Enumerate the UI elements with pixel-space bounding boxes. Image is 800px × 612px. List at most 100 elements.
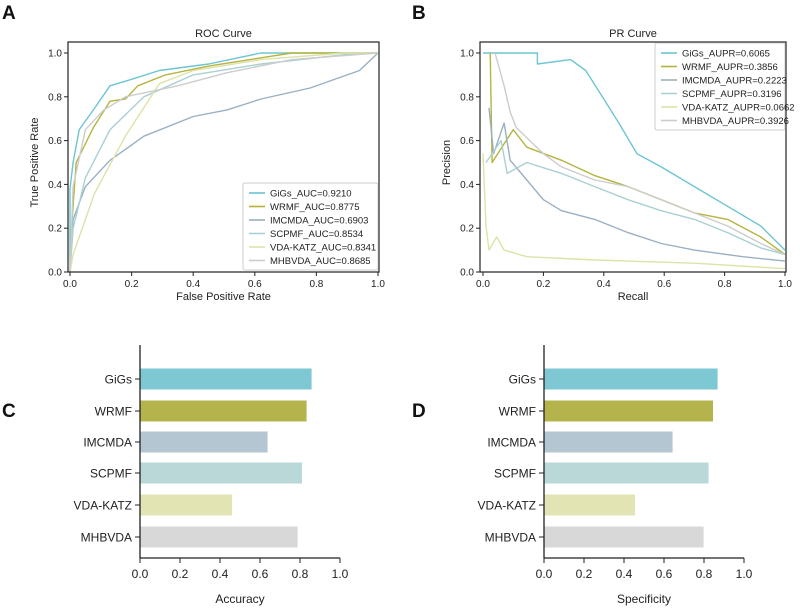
category-label: WRMF	[499, 405, 536, 419]
series-line-mhbvda	[494, 52, 786, 256]
roc-chart: ROC Curve 0.0 0.2 0.4 0.6 0.8 1.0 0.0 0.2 0.4 0.6 0…	[29, 28, 385, 303]
legend-entry: IMCMDA_AUPR=0.2223	[682, 76, 787, 87]
series-line-gigs	[69, 52, 378, 272]
x-tick-label: 0.8	[696, 567, 713, 581]
panel-letter-b: B	[412, 3, 426, 24]
plot-frame	[67, 41, 380, 273]
y-axis-label: True Positive Rate	[29, 117, 41, 207]
category-label: GiGs	[509, 373, 536, 387]
x-tick-label: 0.8	[309, 279, 323, 290]
legend-entry: GiGs_AUC=0.9210	[270, 189, 352, 200]
x-axis-label: Accuracy	[215, 592, 264, 606]
category-label: IMCMDA	[83, 436, 132, 450]
x-tick-label: 1.0	[736, 567, 753, 581]
x-tick-label: 0.4	[597, 279, 611, 290]
category-label: IMCMDA	[487, 436, 536, 450]
bar-wrmf	[544, 400, 713, 422]
x-tick-label: 1.0	[371, 279, 385, 290]
bar-scpmf	[544, 462, 709, 484]
series-line-gigs	[483, 52, 786, 251]
bar-vda-katz	[140, 494, 232, 516]
x-tick-label: 0.6	[657, 279, 671, 290]
legend-entry: MHBVDA_AUC=0.8685	[270, 256, 371, 267]
legend-entry: MHBVDA_AUPR=0.3926	[682, 116, 789, 127]
series-line-mhbvda	[69, 52, 379, 273]
chart-title: PR Curve	[609, 28, 657, 40]
legend: GiGs_AUC=0.9210 WRMF_AUC=0.8775 IMCMDA_AUC…	[242, 182, 379, 271]
series-line-vda-katz	[69, 52, 378, 273]
x-tick-label: 0.0	[132, 567, 149, 581]
x-tick-label: 0.4	[616, 567, 633, 581]
y-tick-label: 0.0	[460, 268, 474, 279]
x-tick-label: 0.4	[212, 567, 229, 581]
x-tick-label: 0.8	[718, 279, 732, 290]
x-tick-label: 0.0	[476, 279, 490, 290]
x-axis-label: False Positive Rate	[176, 291, 271, 303]
x-tick-label: 0.6	[248, 279, 262, 290]
y-tick-label: 0.4	[48, 180, 62, 191]
series-line-wrmf	[69, 52, 378, 273]
y-tick-label: 0.4	[460, 180, 474, 191]
category-label: MHBVDA	[485, 531, 536, 545]
pr-chart: PR Curve 0.0 0.2 0.4 0.6 0.8 1.0 0.0 0.2 0.4 0.6 0.…	[441, 28, 795, 303]
specificity-bar-chart: GiGs WRMF IMCMDA SCPMF VDA-KATZ MHBVDA 0.0 0.2 0…	[478, 345, 753, 606]
bar-wrmf	[140, 400, 307, 422]
x-tick-label: 0.0	[63, 279, 77, 290]
bar-imcmda	[544, 431, 673, 453]
legend-entry: WRMF_AUPR=0.3856	[682, 62, 778, 73]
y-tick-label: 0.8	[48, 92, 62, 103]
bar-mhbvda	[140, 526, 298, 548]
category-label: GiGs	[105, 373, 132, 387]
panel-letter-c: C	[2, 401, 16, 422]
x-axis-label: Specificity	[617, 592, 671, 606]
x-tick-label: 0.2	[125, 279, 139, 290]
y-axis-label: Precision	[441, 140, 453, 185]
series-line-wrmf	[489, 52, 786, 256]
legend-entry: VDA-KATZ_AUPR=0.0662	[682, 103, 795, 114]
series-line-vda-katz	[482, 153, 786, 270]
legend: GiGs_AUPR=0.6065 WRMF_AUPR=0.3856 IMCMDA_A…	[654, 42, 795, 131]
bar-mhbvda	[544, 526, 704, 548]
y-tick-label: 0.0	[48, 268, 62, 279]
y-tick-label: 1.0	[48, 49, 62, 60]
bar-scpmf	[140, 462, 302, 484]
bar-imcmda	[140, 431, 268, 453]
x-axis-label: Recall	[618, 291, 649, 303]
legend-entry: IMCMDA_AUC=0.6903	[270, 216, 368, 227]
bar-gigs	[140, 368, 312, 390]
legend-box	[242, 182, 379, 271]
x-tick-label: 0.2	[576, 567, 593, 581]
category-label: WRMF	[95, 405, 132, 419]
category-label: VDA-KATZ	[74, 499, 132, 513]
category-label: MHBVDA	[81, 531, 132, 545]
x-tick-label: 0.0	[536, 567, 553, 581]
series-line-scpmf	[485, 139, 786, 256]
x-tick-label: 0.4	[186, 279, 200, 290]
panel-letter-a: A	[2, 3, 16, 24]
x-tick-label: 1.0	[778, 279, 792, 290]
legend-entry: WRMF_AUC=0.8775	[270, 202, 360, 213]
legend-entry: VDA-KATZ_AUC=0.8341	[270, 243, 376, 254]
y-tick-label: 0.2	[460, 224, 474, 235]
legend-entry: SCPMF_AUC=0.8534	[270, 229, 363, 240]
category-label: VDA-KATZ	[478, 499, 536, 513]
y-tick-label: 0.8	[460, 92, 474, 103]
x-tick-label: 0.2	[536, 279, 550, 290]
legend-entry: SCPMF_AUPR=0.3196	[682, 89, 782, 100]
y-tick-label: 0.2	[48, 224, 62, 235]
accuracy-bar-chart: GiGs WRMF IMCMDA SCPMF VDA-KATZ MHBVDA 0.0 0.2 0…	[74, 345, 349, 606]
plot-frame	[479, 41, 787, 273]
x-tick-label: 0.8	[292, 567, 309, 581]
bar-vda-katz	[544, 494, 635, 516]
panel-letter-d: D	[412, 401, 426, 422]
y-tick-label: 0.6	[460, 136, 474, 147]
x-tick-label: 0.6	[656, 567, 673, 581]
x-tick-label: 0.6	[252, 567, 269, 581]
legend-box	[654, 42, 786, 131]
y-tick-label: 1.0	[460, 49, 474, 60]
chart-title: ROC Curve	[195, 28, 252, 40]
y-tick-label: 0.6	[48, 136, 62, 147]
bar-gigs	[544, 368, 718, 390]
category-label: SCPMF	[90, 467, 132, 481]
